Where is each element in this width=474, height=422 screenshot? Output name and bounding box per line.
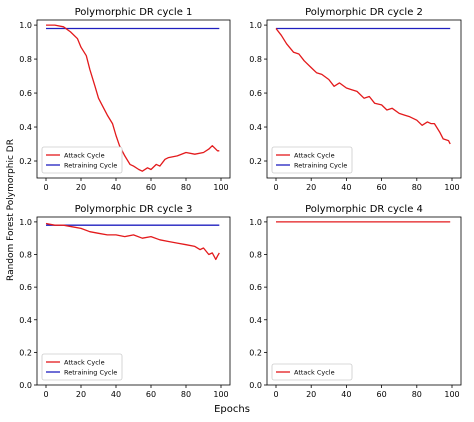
figure-ylabel: Random Forest Polymorphic DR (6, 139, 16, 281)
x-tick-label: 100 (444, 390, 459, 399)
x-tick-label: 100 (213, 390, 228, 399)
y-tick-label: 0.6 (19, 283, 32, 292)
subplot-grid: Polymorphic DR cycle 1 0 20 40 60 80 100 0.2 0.4… (19, 7, 462, 399)
legend-label: Attack Cycle (64, 151, 105, 159)
subplot-1: Polymorphic DR cycle 1 0 20 40 60 80 100 0.2 0.4… (19, 7, 231, 192)
y-tick-label: 0.4 (19, 123, 32, 132)
x-tick-label: 20 (76, 183, 86, 192)
series-line-attack-cycle (275, 28, 451, 145)
legend-label: Retraining Cycle (64, 368, 117, 376)
subplot-title: Polymorphic DR cycle 2 (305, 7, 423, 18)
x-tick-label: 100 (213, 183, 228, 192)
plot-frame (266, 216, 462, 386)
legend-box (271, 146, 353, 174)
x-tick-label: 40 (111, 183, 121, 192)
figure-xlabel: Epochs (214, 404, 250, 415)
subplot-title: Polymorphic DR cycle 3 (75, 204, 193, 215)
x-tick-label: 20 (306, 183, 316, 192)
legend-label: Attack Cycle (294, 368, 335, 376)
x-tick-label: 40 (341, 390, 351, 399)
y-tick-label: 0.8 (249, 251, 262, 260)
y-tick-label: 1.0 (249, 21, 262, 30)
subplot-3: Polymorphic DR cycle 3 0 20 40 60 80 100 0.0 0.2… (19, 204, 231, 399)
legend: Attack Cycle Retraining Cycle (41, 353, 123, 381)
legend-label: Attack Cycle (294, 151, 335, 159)
y-tick-label: 0.2 (19, 157, 32, 166)
y-tick-label: 0.6 (19, 89, 32, 98)
legend-label: Attack Cycle (64, 358, 105, 366)
plot-frame (36, 19, 231, 179)
y-tick-label: 0.0 (19, 381, 32, 390)
y-tick-label: 1.0 (249, 218, 262, 227)
legend-label: Retraining Cycle (294, 161, 347, 169)
x-tick-label: 80 (412, 183, 422, 192)
legend: Attack Cycle (271, 363, 353, 381)
x-tick-label: 80 (181, 183, 191, 192)
x-tick-label: 60 (146, 390, 156, 399)
y-tick-label: 0.4 (249, 316, 262, 325)
y-tick-label: 0.2 (249, 348, 262, 357)
subplot-title: Polymorphic DR cycle 1 (75, 7, 193, 18)
y-tick-label: 1.0 (19, 21, 32, 30)
y-tick-label: 0.8 (19, 251, 32, 260)
y-tick-label: 0.4 (249, 123, 262, 132)
x-tick-label: 40 (111, 390, 121, 399)
x-tick-label: 20 (76, 390, 86, 399)
x-tick-label: 100 (444, 183, 459, 192)
y-tick-label: 0.2 (249, 157, 262, 166)
x-tick-label: 60 (377, 390, 387, 399)
legend-box (41, 146, 123, 174)
plot-frame (266, 19, 462, 179)
legend: Attack Cycle Retraining Cycle (271, 146, 353, 174)
x-tick-label: 0 (273, 183, 278, 192)
subplot-2: Polymorphic DR cycle 2 0 20 40 60 80 100 0.2 0.4… (249, 7, 462, 192)
y-tick-label: 1.0 (19, 218, 32, 227)
legend-box (271, 363, 353, 381)
y-tick-label: 0.8 (249, 55, 262, 64)
x-tick-label: 60 (377, 183, 387, 192)
x-tick-label: 40 (341, 183, 351, 192)
y-tick-label: 0.2 (19, 348, 32, 357)
x-tick-label: 0 (273, 390, 278, 399)
plot-frame (36, 216, 231, 386)
subplot-4: Polymorphic DR cycle 4 0 20 40 60 80 100 0.0 0.2… (249, 204, 462, 399)
series-line-attack-cycle (46, 24, 220, 172)
x-tick-label: 20 (306, 390, 316, 399)
x-tick-label: 80 (181, 390, 191, 399)
legend-box (41, 353, 123, 381)
y-tick-label: 0.8 (19, 55, 32, 64)
x-tick-label: 80 (412, 390, 422, 399)
y-tick-label: 0.0 (249, 381, 262, 390)
subplot-title: Polymorphic DR cycle 4 (305, 204, 423, 215)
x-tick-label: 0 (43, 390, 48, 399)
y-tick-label: 0.4 (19, 316, 32, 325)
series-line-attack-cycle (45, 222, 220, 261)
legend-label: Retraining Cycle (64, 161, 117, 169)
x-tick-label: 0 (43, 183, 48, 192)
legend: Attack Cycle Retraining Cycle (41, 146, 123, 174)
y-tick-label: 0.6 (249, 89, 262, 98)
y-tick-label: 0.6 (249, 283, 262, 292)
x-tick-label: 60 (146, 183, 156, 192)
